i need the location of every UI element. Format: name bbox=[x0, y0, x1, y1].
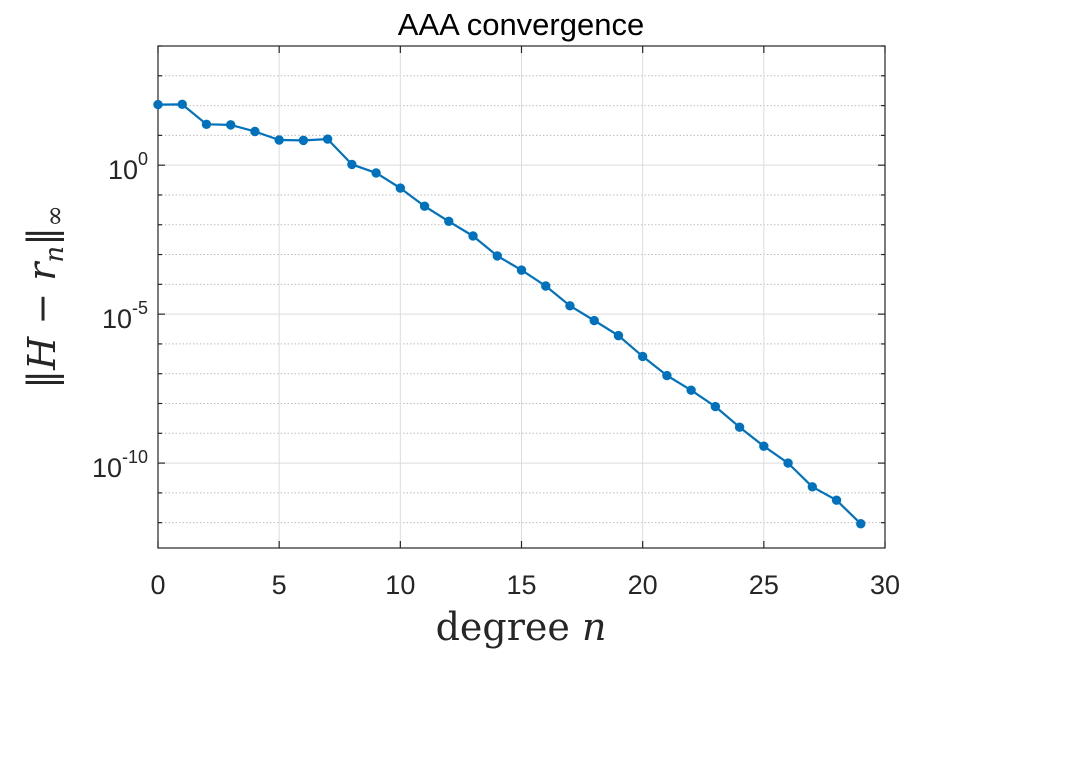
x-tick-label: 5 bbox=[272, 570, 287, 600]
x-tick-label: 15 bbox=[506, 570, 536, 600]
data-point bbox=[492, 251, 502, 261]
x-tick-label: 10 bbox=[385, 570, 415, 600]
data-point bbox=[565, 301, 575, 311]
data-point bbox=[371, 168, 381, 178]
x-tick-label: 20 bbox=[628, 570, 658, 600]
data-point bbox=[516, 265, 527, 275]
data-point bbox=[589, 315, 599, 326]
data-point bbox=[710, 401, 721, 412]
data-point bbox=[637, 351, 648, 362]
data-point bbox=[807, 482, 817, 492]
y-axis-label: ‖H − rn‖∞ bbox=[20, 205, 70, 389]
x-axis-label-word: degree bbox=[436, 605, 582, 649]
data-point bbox=[298, 135, 309, 146]
data-point bbox=[250, 126, 260, 137]
x-tick-label: 0 bbox=[150, 570, 165, 600]
x-tick-label: 25 bbox=[749, 570, 779, 600]
data-point bbox=[613, 330, 624, 341]
data-point bbox=[153, 99, 163, 110]
data-point bbox=[686, 385, 696, 395]
data-point bbox=[662, 370, 672, 381]
data-point bbox=[831, 495, 842, 505]
y-tick-label: 100 bbox=[108, 149, 148, 185]
plot-area: 0 5 10 15 20 25 30 100 10-5 10-10 bbox=[92, 45, 900, 600]
data-point bbox=[444, 216, 454, 227]
chart-title: AAA convergence bbox=[398, 7, 644, 42]
data-point bbox=[226, 120, 236, 130]
y-tick-label: 10-5 bbox=[102, 298, 148, 334]
data-point bbox=[395, 183, 406, 193]
x-axis-label-var: n bbox=[582, 605, 606, 649]
data-point bbox=[856, 519, 866, 529]
y-tick-label: 10-10 bbox=[92, 447, 148, 483]
data-point bbox=[322, 134, 333, 144]
data-point bbox=[783, 458, 793, 468]
data-point bbox=[201, 119, 212, 130]
data-point bbox=[734, 422, 745, 432]
x-axis-label: degree n bbox=[436, 605, 607, 649]
data-point bbox=[274, 135, 284, 145]
data-point bbox=[759, 441, 769, 451]
data-point bbox=[177, 99, 187, 110]
data-point bbox=[541, 281, 551, 291]
data-point bbox=[468, 231, 478, 241]
data-point bbox=[419, 201, 430, 211]
data-point bbox=[347, 159, 357, 170]
x-tick-label: 30 bbox=[870, 570, 900, 600]
